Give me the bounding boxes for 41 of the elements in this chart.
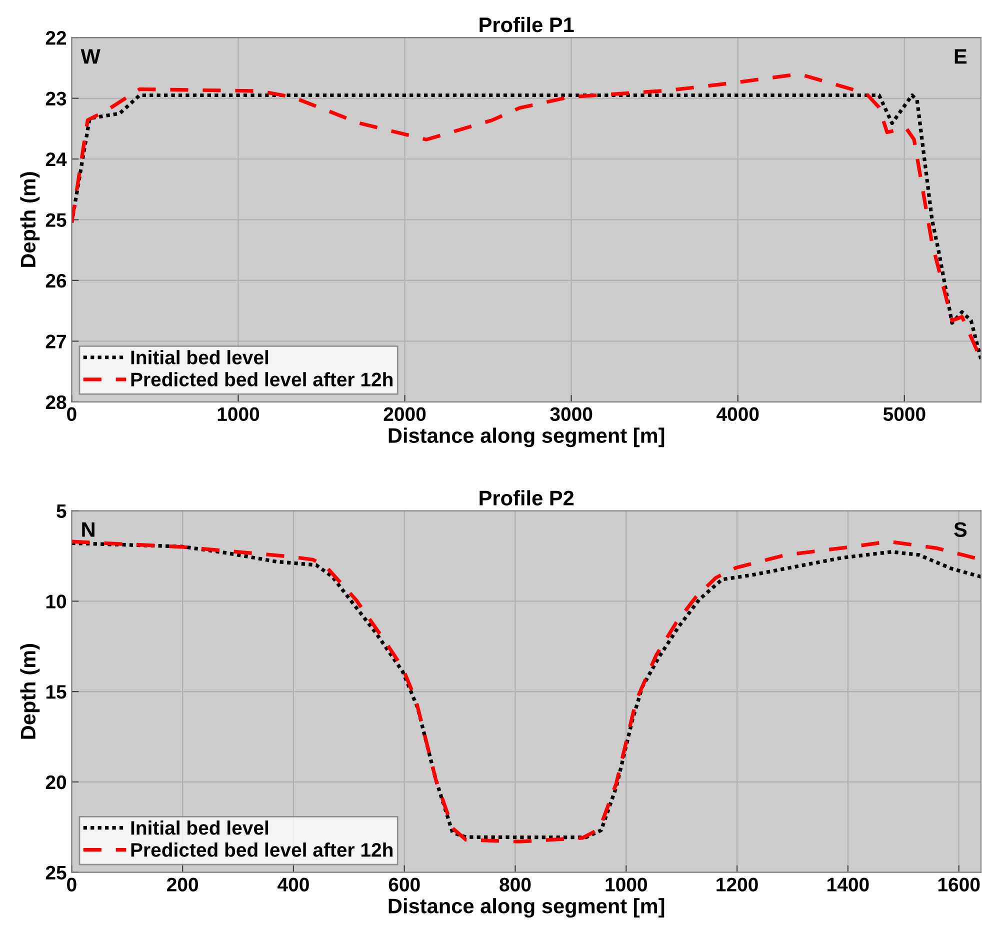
y-tick-label: 10: [46, 594, 66, 608]
annotation: S: [954, 522, 967, 537]
x-tick-label: 800: [500, 878, 531, 892]
legend-label: Initial bed level: [131, 350, 268, 364]
y-tick-label: 22: [46, 31, 66, 45]
y-axis-title: Depth (m): [20, 172, 40, 267]
x-tick-label: 1000: [218, 407, 260, 422]
x-axis-title: Distance along segment [m]: [388, 428, 664, 448]
y-tick-label: 15: [46, 685, 66, 699]
x-tick-label: 4000: [716, 407, 759, 422]
x-tick-label: 600: [388, 878, 420, 892]
x-tick-label: 200: [167, 878, 198, 892]
legend-label: Initial bed level: [131, 820, 268, 835]
x-tick-label: 1200: [716, 878, 758, 892]
x-tick-label: 0: [67, 878, 76, 892]
y-tick-label: 23: [46, 92, 66, 106]
y-tick-label: 27: [46, 334, 66, 348]
y-tick-label: 24: [46, 152, 67, 166]
chart-title: Profile P1: [480, 16, 574, 32]
y-tick-label: 26: [46, 274, 66, 288]
x-tick-label: 3000: [550, 407, 592, 422]
x-axis-title: Distance along segment [m]: [388, 898, 664, 918]
x-tick-label: 400: [278, 878, 309, 892]
chart-title: Profile P2: [480, 490, 574, 506]
legend-label: Predicted bed level after 12h: [131, 372, 392, 386]
legend-label: Predicted bed level after 12h: [131, 842, 392, 857]
y-tick-label: 28: [46, 395, 66, 410]
annotation: W: [80, 49, 100, 64]
y-tick-label: 25: [46, 866, 66, 880]
annotation: E: [954, 49, 967, 64]
x-tick-label: 1000: [606, 878, 647, 892]
x-tick-label: 1600: [938, 878, 980, 892]
x-tick-label: 5000: [883, 407, 926, 422]
x-tick-label: 2000: [384, 407, 426, 422]
annotation: N: [82, 522, 94, 537]
x-tick-label: 0: [67, 407, 76, 422]
x-tick-label: 1400: [828, 878, 869, 892]
y-tick-label: 5: [56, 504, 66, 518]
y-axis-title: Depth (m): [20, 644, 40, 739]
y-tick-label: 25: [46, 213, 66, 227]
y-tick-label: 20: [46, 775, 66, 790]
